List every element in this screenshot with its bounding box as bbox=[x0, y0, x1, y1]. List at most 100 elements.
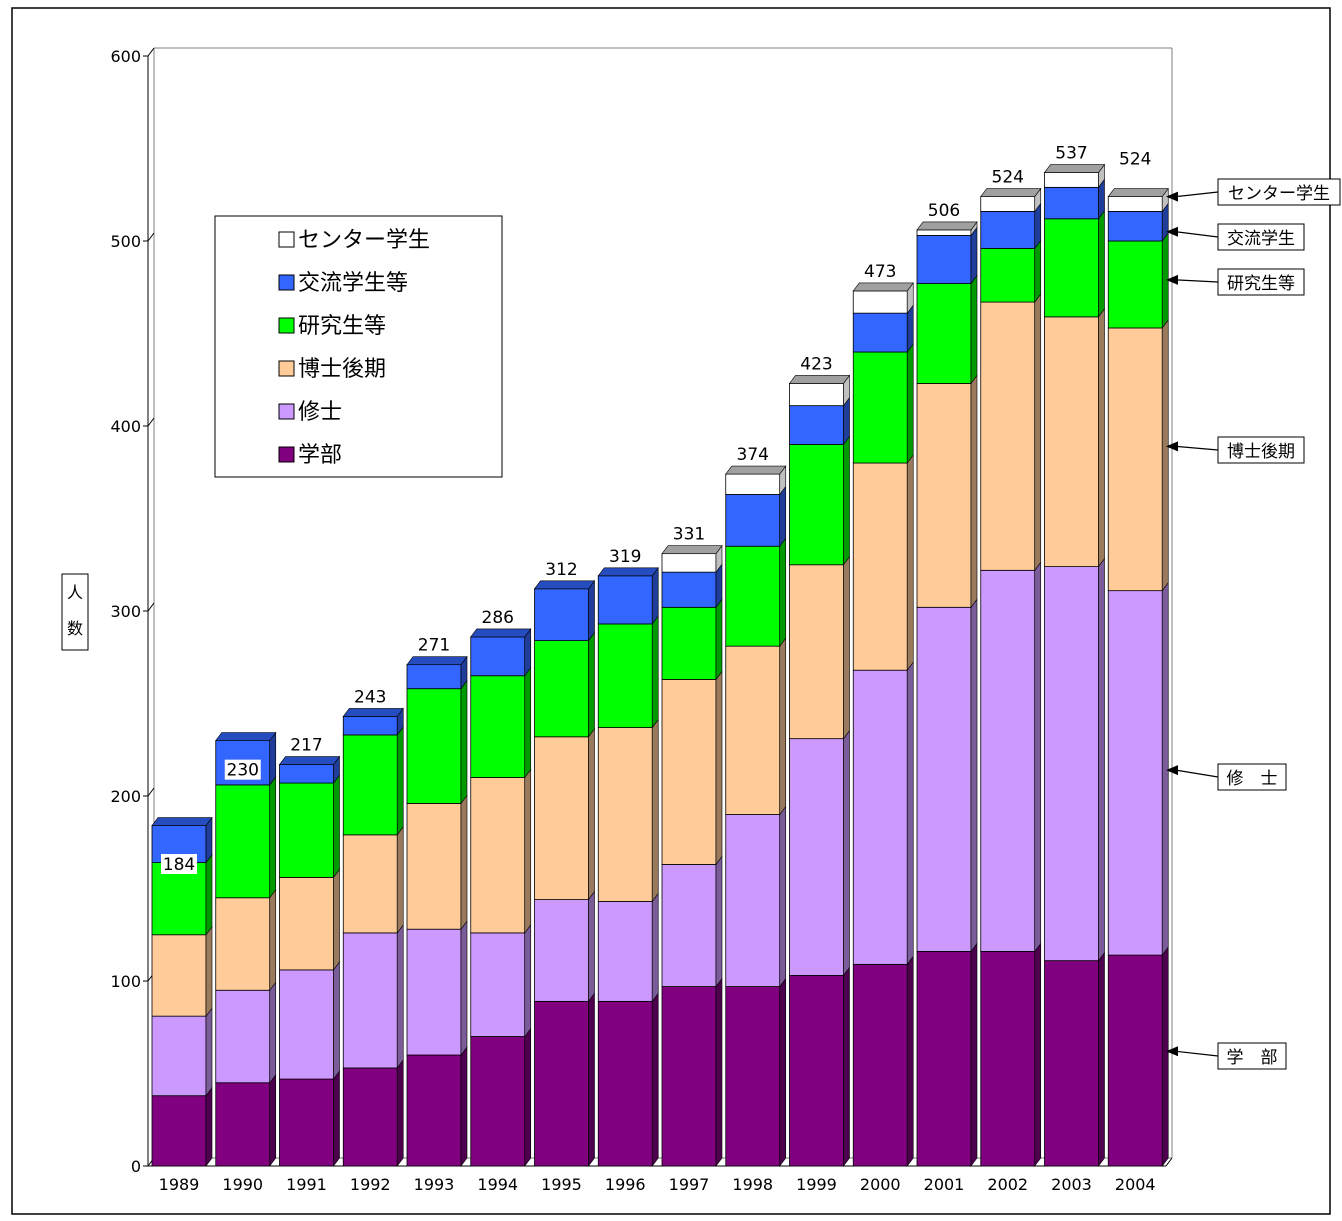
bar-side bbox=[205, 925, 213, 1018]
bar-segment bbox=[215, 888, 277, 992]
bar-side bbox=[970, 598, 978, 953]
bar-top bbox=[1043, 164, 1106, 173]
bar-segment bbox=[725, 977, 787, 1167]
bar-segment bbox=[1107, 187, 1169, 213]
bar-segment bbox=[470, 768, 532, 934]
legend-item: 交流学生等 bbox=[278, 271, 408, 296]
legend-swatch bbox=[278, 231, 295, 248]
bar-face bbox=[1044, 960, 1099, 1167]
bar-side bbox=[715, 855, 723, 988]
bar-top bbox=[597, 567, 659, 577]
bar-face bbox=[725, 545, 781, 647]
bar-face bbox=[597, 727, 653, 902]
bar-face bbox=[470, 777, 526, 934]
total-label-bg bbox=[1053, 142, 1090, 163]
bar-side bbox=[970, 226, 978, 285]
bar-side bbox=[588, 890, 595, 1003]
bar-segment bbox=[852, 454, 914, 672]
bar-face bbox=[534, 736, 589, 900]
bar-face bbox=[279, 969, 334, 1080]
bar-segment bbox=[534, 890, 595, 1003]
total-label: 217 bbox=[290, 736, 322, 756]
bar-face bbox=[1044, 566, 1099, 962]
legend-item: 博士後期 bbox=[278, 357, 386, 382]
bar-segment bbox=[406, 920, 468, 1056]
bar-top bbox=[725, 465, 787, 475]
bar-segment bbox=[151, 1007, 213, 1097]
bar-segment bbox=[1043, 163, 1106, 189]
bar-top bbox=[788, 375, 851, 384]
bar-segment bbox=[789, 435, 850, 566]
bar-side bbox=[269, 888, 277, 992]
bar-segment bbox=[597, 718, 659, 903]
bar-top bbox=[533, 580, 596, 590]
legend-label: 学部 bbox=[298, 443, 342, 468]
bar-side bbox=[333, 774, 340, 879]
bar-segment bbox=[342, 726, 404, 836]
y-tick-depth bbox=[147, 232, 155, 242]
bar-top bbox=[1107, 188, 1169, 197]
total-label: 230 bbox=[227, 761, 259, 781]
arrow-head bbox=[1166, 765, 1178, 776]
x-tick-label: 1992 bbox=[350, 1175, 391, 1194]
y-tick-depth bbox=[147, 787, 155, 797]
side-label-box bbox=[1217, 1042, 1287, 1070]
arrow-head bbox=[1166, 1046, 1178, 1057]
x-tick-label: 2004 bbox=[1115, 1175, 1156, 1194]
bar-face bbox=[534, 1000, 589, 1167]
bar-side bbox=[524, 1027, 532, 1167]
bar-face bbox=[342, 834, 398, 934]
bar-side bbox=[651, 892, 659, 1003]
side-label-box bbox=[1217, 223, 1305, 251]
bar-face bbox=[725, 494, 781, 547]
bar-face bbox=[470, 932, 526, 1037]
bar-side bbox=[779, 537, 787, 648]
legend-swatch bbox=[278, 360, 295, 377]
bar-face bbox=[470, 675, 526, 778]
bar-face bbox=[1107, 954, 1163, 1167]
bar-face bbox=[279, 1078, 334, 1167]
legend-label: センター学生 bbox=[298, 228, 430, 253]
bar-top bbox=[916, 221, 978, 231]
bar-face bbox=[1044, 316, 1099, 568]
bar-face bbox=[406, 664, 462, 690]
bar-face bbox=[661, 986, 717, 1167]
bar-segment bbox=[342, 707, 404, 736]
bar-side bbox=[843, 966, 850, 1167]
bar-side bbox=[651, 566, 659, 625]
bar-segment bbox=[1107, 232, 1169, 329]
bar-segment bbox=[789, 729, 850, 977]
bar-side bbox=[1034, 293, 1042, 572]
x-tick-label: 1990 bbox=[222, 1175, 263, 1194]
total-label-bg bbox=[734, 444, 771, 465]
legend-label: 研究生等 bbox=[298, 314, 386, 339]
legend-label: 修士 bbox=[298, 400, 342, 425]
total-label: 331 bbox=[673, 525, 705, 545]
bar-segment bbox=[916, 942, 978, 1167]
y-tick-label: 0 bbox=[131, 1157, 141, 1176]
legend-label: 博士後期 bbox=[298, 357, 386, 382]
legend-swatch bbox=[278, 317, 295, 334]
bar-side bbox=[906, 955, 914, 1167]
bar-face bbox=[470, 636, 526, 677]
total-label-bg bbox=[989, 166, 1026, 187]
bar-segment bbox=[342, 825, 404, 934]
total-label-bg bbox=[862, 260, 899, 281]
total-label: 524 bbox=[1119, 150, 1151, 170]
bar-segment bbox=[916, 226, 978, 285]
bar-top bbox=[278, 756, 341, 765]
bar-side bbox=[843, 435, 850, 566]
bar-segment bbox=[1044, 307, 1105, 568]
bar-side bbox=[843, 729, 850, 977]
total-label: 312 bbox=[545, 560, 577, 580]
bar-face bbox=[215, 989, 271, 1084]
bar-side bbox=[333, 961, 340, 1080]
y-tick-label: 500 bbox=[110, 232, 141, 251]
bar-side bbox=[906, 661, 914, 966]
bar-face bbox=[725, 986, 781, 1167]
bar-side bbox=[906, 454, 914, 672]
bar-face bbox=[406, 928, 462, 1056]
bar-side bbox=[970, 374, 978, 609]
